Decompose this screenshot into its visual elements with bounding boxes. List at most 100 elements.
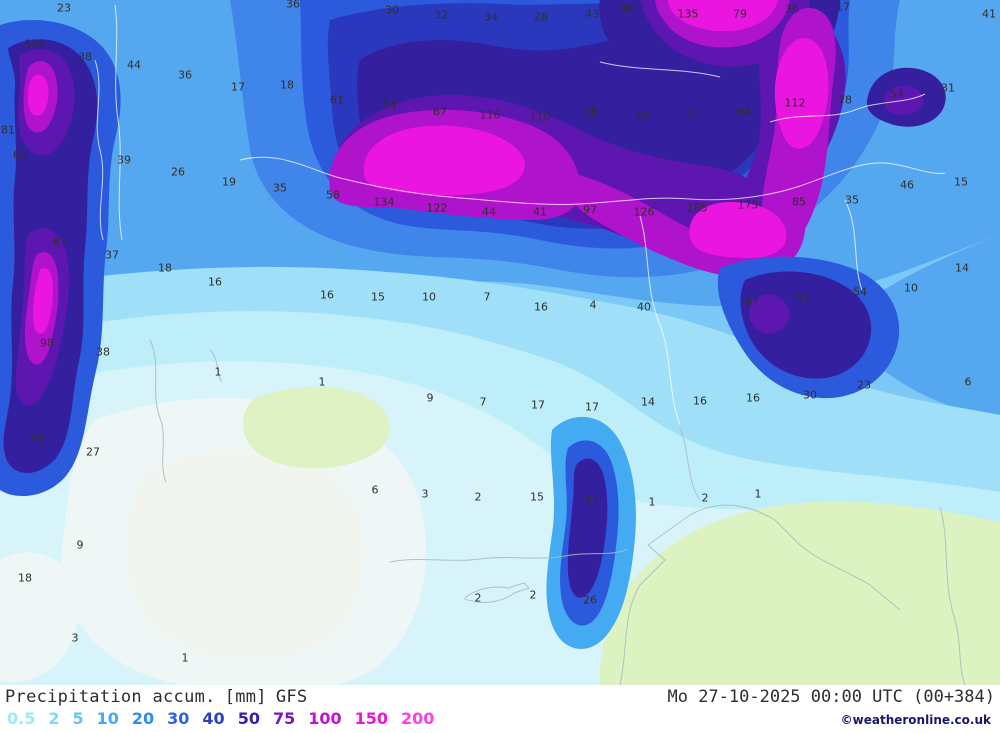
legend-value: 100 [308, 709, 342, 728]
precip-value-label: 31 [941, 81, 955, 95]
legend-value: 50 [237, 709, 260, 728]
legend-value: 150 [354, 709, 389, 728]
precip-value-label: 2 [529, 588, 537, 602]
precip-value-label: 2 [474, 591, 482, 605]
precip-map: 23 36 30 32 34 28 43 49 135 79 36 17 41 122 38 44 36 17 18… [0, 0, 1000, 685]
precip-value-label: 1 [754, 487, 762, 501]
precip-value-label: 54 [853, 285, 867, 299]
precip-value-label: 30 [803, 388, 817, 402]
precip-value-label: 18 [18, 571, 32, 585]
precip-value-label: 41 [533, 205, 547, 219]
precip-value-label: 15 [530, 490, 544, 504]
precip-value-label: 32 [434, 8, 448, 22]
precip-value-label: 1 [214, 365, 222, 379]
precip-value-label: 19 [222, 175, 236, 189]
precip-value-label: 67 [745, 295, 759, 309]
footer-bar: Precipitation accum. [mm] GFS Mo 27-10-202… [0, 685, 1000, 733]
precip-value-label: 28 [534, 10, 548, 24]
precip-value-label: 98 [40, 336, 54, 350]
legend-value: 40 [202, 709, 225, 728]
precip-value-label: 122 [24, 37, 46, 51]
precip-value-label: 79 [733, 7, 747, 21]
precip-value-label: 1 [648, 495, 656, 509]
precip-value-label: 97 [583, 203, 597, 217]
precip-value-label: 68 [13, 148, 27, 162]
precip-value-label: 3 [421, 487, 429, 501]
precip-value-label: 30 [385, 3, 399, 17]
precip-value-label: 7 [483, 290, 491, 304]
precip-value-label: 81 [1, 123, 15, 137]
precip-value-label: 14 [955, 261, 969, 275]
precip-value-label: 122 [426, 201, 448, 215]
valid-datetime: Mo 27-10-2025 00:00 UTC (00+384) [667, 687, 995, 707]
precip-value-label: 14 [641, 395, 655, 409]
legend-value: 20 [131, 709, 155, 728]
precip-value-label: 2 [474, 490, 482, 504]
precip-value-label: 44 [127, 58, 141, 72]
precip-value-label: 50 [30, 431, 44, 445]
precip-value-label: 26 [171, 165, 185, 179]
precip-value-label: 38 [78, 50, 92, 64]
legend-value: 5 [72, 709, 84, 728]
precip-value-label: 40 [637, 300, 651, 314]
map-title: Precipitation accum. [mm] GFS [5, 687, 316, 707]
precip-value-label: 51 [585, 493, 599, 507]
precip-value-label: 23 [57, 1, 71, 15]
precip-value-label: 35 [273, 181, 287, 195]
precip-value-label: 27 [86, 445, 100, 459]
precip-value-label: 16 [746, 391, 760, 405]
precip-value-label: 17 [836, 0, 850, 14]
precip-value-label: 134 [373, 195, 395, 209]
precip-value-label: 10 [422, 290, 436, 304]
legend-scale: 0.5 2 5 10 20 30 40 50 75 100 150 200 [7, 709, 447, 728]
precip-value-label: 135 [677, 7, 699, 21]
precip-value-label: 116 [479, 108, 501, 122]
precip-value-label: 16 [693, 394, 707, 408]
precip-value-label: 17 [531, 398, 545, 412]
precip-value-label: 175 [737, 198, 759, 212]
precip-value-label: 36 [785, 2, 799, 16]
value-labels-layer: 23 36 30 32 34 28 43 49 135 79 36 17 41 122 38 44 36 17 18… [1, 0, 996, 665]
coastlines-light [149, 339, 966, 685]
precip-value-label: 41 [982, 7, 996, 21]
precip-contour-svg [0, 0, 1000, 685]
precip-value-label: 50 [687, 108, 701, 122]
map-title-text: Precipitation accum. [5, 687, 216, 707]
precip-value-label: 17 [585, 400, 599, 414]
legend-value: 10 [96, 709, 119, 728]
precip-value-label: 34 [484, 10, 498, 24]
precip-value-label: 1 [181, 651, 189, 665]
precip-value-label: 54 [890, 87, 904, 101]
model-name: GFS [275, 687, 308, 707]
precip-value-label: 10 [904, 281, 918, 295]
precip-value-label: 112 [784, 96, 806, 110]
legend-value: 30 [167, 709, 190, 728]
precip-value-label: 6 [371, 483, 379, 497]
precip-value-label: 85 [792, 195, 806, 209]
precip-value-label: 78 [838, 93, 852, 107]
precip-value-label: 126 [633, 205, 655, 219]
precip-value-label: 67 [433, 105, 447, 119]
precip-value-label: 58 [326, 188, 340, 202]
precip-value-label: 38 [96, 345, 110, 359]
precip-value-label: 1 [318, 375, 326, 389]
precip-value-label: 39 [117, 153, 131, 167]
precip-value-label: 185 [686, 201, 708, 215]
precip-value-label: 16 [208, 275, 222, 289]
precip-value-label: 51 [796, 291, 810, 305]
precip-value-label: 54 [383, 98, 397, 112]
precip-value-label: 18 [158, 261, 172, 275]
precip-value-label: 36 [286, 0, 300, 11]
copyright-text: ©weatheronline.co.uk [840, 713, 991, 727]
country-borders-dark [94, 4, 946, 426]
precip-value-label: 37 [105, 248, 119, 262]
precip-value-label: 17 [231, 80, 245, 94]
precip-value-label: 2 [701, 491, 709, 505]
precip-value-label: 44 [482, 205, 496, 219]
legend-value: 75 [272, 709, 296, 728]
precip-value-label: 4 [589, 298, 597, 312]
precip-value-label: 94 [737, 105, 751, 119]
precip-value-label: 16 [534, 300, 548, 314]
precip-value-label: 6 [964, 375, 972, 389]
precip-value-label: 18 [280, 78, 294, 92]
